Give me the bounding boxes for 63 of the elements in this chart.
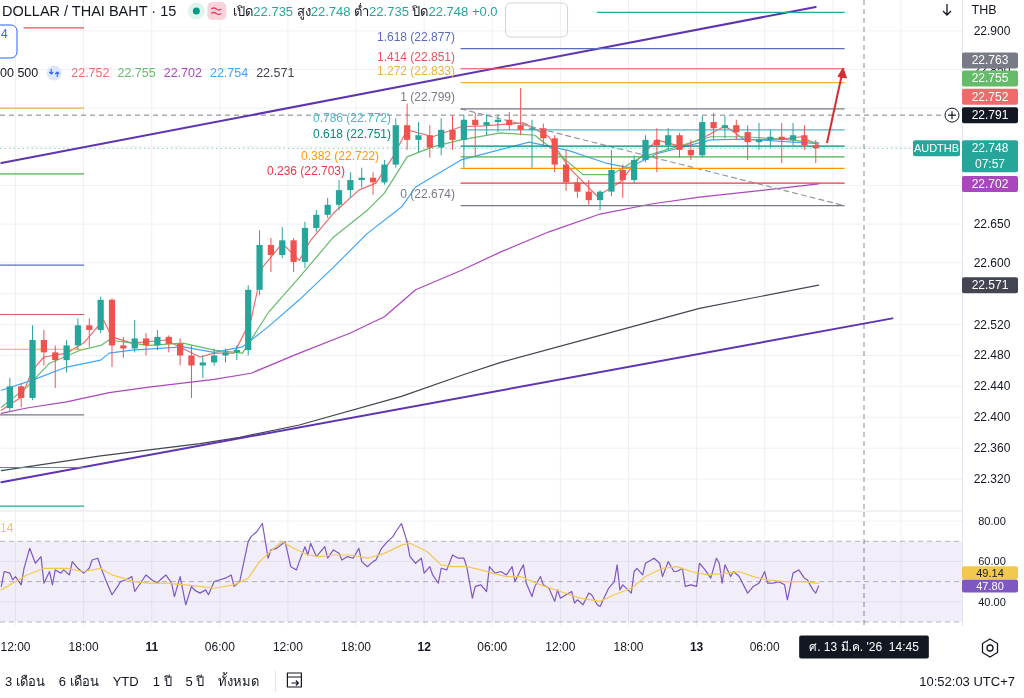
- text: 22.763: [971, 53, 1009, 68]
- text: 47.80: [976, 580, 1004, 593]
- annotation: 22.571: [256, 66, 295, 80]
- chart-title: DOLLAR / THAI BAHT · 15: [2, 3, 177, 19]
- ref-line-label: ศ. 13 มี.ค. '26 14:45: [809, 640, 920, 654]
- x-tick-label: 11: [145, 640, 159, 654]
- x-tick-label: 12: [417, 640, 432, 654]
- text: เปิด22.735 สูง22.748 ต่ำ22.735 ปิด22.748 +0.0: [233, 3, 498, 19]
- y-tick-label: 22.600: [973, 255, 1011, 270]
- text: 1 ปี: [152, 673, 172, 689]
- text: 0.236 (22.703): [266, 164, 346, 179]
- text: 0.382 (22.722): [300, 149, 380, 164]
- text: YTD: [112, 673, 139, 689]
- y-tick-label: 60.00: [978, 555, 1006, 568]
- y-tick-label: 80.00: [978, 515, 1006, 528]
- series-label: 0 (22.674): [400, 186, 456, 201]
- text: 22.752: [971, 89, 1009, 104]
- series-label: 1 (22.799): [400, 89, 456, 104]
- text: 49.14: [976, 566, 1004, 579]
- text: 07:57: [974, 157, 1006, 172]
- x-tick-label: 06:00: [749, 640, 781, 654]
- y-tick-label: 22.320: [973, 472, 1011, 487]
- text: 22.571: [971, 278, 1009, 293]
- ref-line-label: 22.748: [971, 141, 1009, 156]
- text: 0.618 (22.751): [312, 127, 392, 142]
- text: 0.786 (22.772): [312, 110, 392, 125]
- text: 3 เดือน: [5, 673, 45, 689]
- text: 22.702: [971, 176, 1009, 191]
- x-tick-label: 18:00: [68, 640, 99, 654]
- y-tick-label: 22.360: [973, 441, 1011, 456]
- text: 10:52:03 UTC+7: [919, 673, 1015, 689]
- x-tick-label: 06:00: [477, 640, 508, 654]
- series-label: 1.272 (22.833): [376, 63, 456, 78]
- annotation: 00 500: [0, 66, 39, 80]
- text: THB: [971, 3, 997, 17]
- annotation: 22.702: [163, 66, 202, 80]
- y-tick-label: 22.520: [973, 317, 1011, 332]
- ref-line-label: 22.791: [971, 108, 1009, 123]
- x-tick-label: 12:00: [272, 640, 304, 654]
- annotation: 4: [1, 27, 8, 41]
- text: 5 ปี: [185, 673, 205, 689]
- y-tick-label: 22.480: [973, 348, 1011, 363]
- y-tick-label: 22.400: [973, 410, 1011, 425]
- x-tick-label: 18:00: [341, 640, 372, 654]
- text: AUDTHB: [913, 142, 960, 155]
- y-tick-label: 22.440: [973, 379, 1011, 394]
- annotation: 22.752: [71, 66, 110, 80]
- y-tick-label: 40.00: [978, 595, 1006, 608]
- series-label: 1.414 (22.851): [376, 49, 456, 64]
- text: ทั้งหมด: [218, 671, 260, 689]
- text: 6 เดือน: [58, 673, 99, 689]
- annotation: 22.754: [209, 66, 249, 80]
- annotation: 14: [0, 521, 14, 535]
- x-tick-label: 06:00: [204, 640, 236, 654]
- y-tick-label: 22.650: [973, 217, 1011, 232]
- annotation: 22.755: [117, 66, 156, 80]
- x-tick-label: 12:00: [0, 640, 31, 654]
- series-label: 1.618 (22.877): [376, 29, 456, 44]
- x-tick-label: 13: [689, 640, 704, 654]
- x-tick-label: 12:00: [545, 640, 576, 654]
- x-tick-label: 18:00: [613, 640, 644, 654]
- y-tick-label: 22.900: [973, 23, 1011, 38]
- text: 22.755: [971, 71, 1009, 86]
